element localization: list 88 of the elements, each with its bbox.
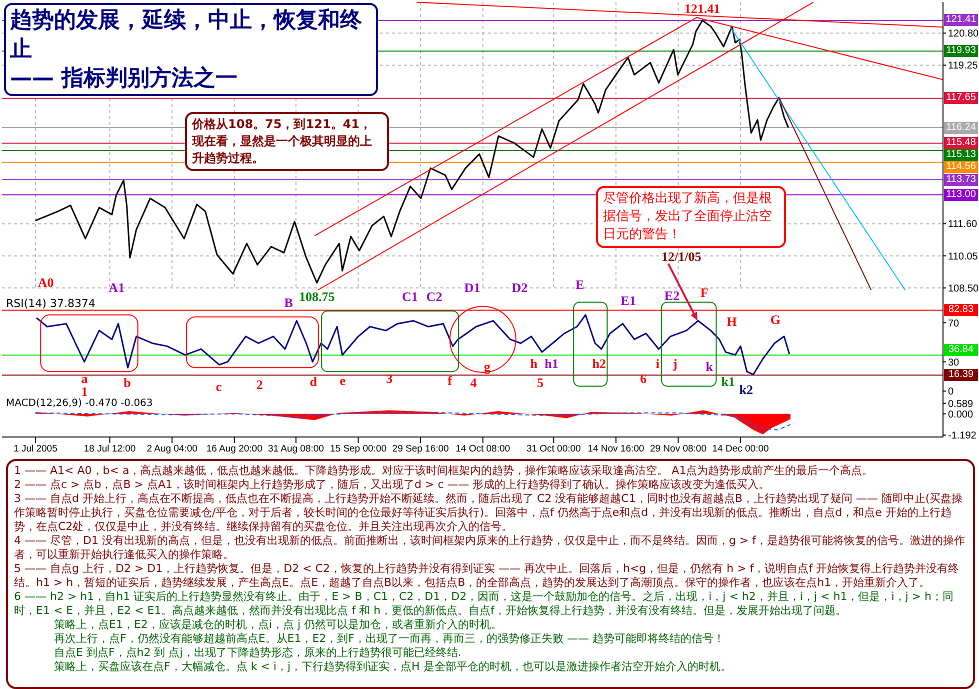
- annotation: d: [310, 374, 318, 390]
- ref-line-label: 116.24: [944, 122, 978, 134]
- annotation: k1: [721, 374, 735, 390]
- text: 趋势的发展，延续，中止，恢复和终止: [10, 7, 363, 64]
- annotation: 尽管价格出现了新高，但是根据信号，发出了全面停止沽空日元的警告！: [596, 186, 786, 248]
- annotation: 12/1/05: [661, 248, 702, 264]
- x-tick-label: 18 Jul 12:00: [84, 444, 136, 455]
- annotation: k2: [739, 382, 754, 398]
- y-tick-label: -1.192: [948, 430, 977, 442]
- annotation: 1: [81, 384, 88, 400]
- annotation: 4: [470, 375, 477, 390]
- text: 1 —— A1< A0，b< a，高点越来越低，低点也越来越低。下降趋势形成。对应于该时间框架内的趋势，操作策略应该采取逢高沽空。 A1点为趋势形成前产生的最后一个高点。: [14, 464, 874, 478]
- annotation: 价格从108。75，到121。41，现在看，显然是一个极其明显的上升趋势过程。: [185, 112, 389, 171]
- y-tick-label: 120.80: [948, 28, 979, 40]
- text: 策略上，买盘应该在点F，大幅减仓。点 k < i，j，下行趋势得到证实，点H 是全部平仓的时机，也可以是激进操作者沽空开始介入的时机。: [53, 660, 732, 674]
- ref-line-label: 113.00: [944, 188, 978, 201]
- y-tick-label: 0.000: [948, 409, 974, 420]
- text: 2 —— 点c > 点b，点B > 点A1，该时间框架内上行趋势形成了，随后，又出现了d > c —— 形成的上行趋势得到了确认。操作策略应该改变为逢低买入。: [14, 478, 771, 492]
- annotation: 121.41: [684, 1, 720, 16]
- annotation: E2: [664, 288, 680, 304]
- annotation: E1: [620, 293, 636, 308]
- text: 3 —— 自点d 开始上行，高点在不断提高，低点也在不断提高，上行趋势开始不断延续。然而，随后出现了 C2 没有能够超越C1，同时也没有超越点B，上行趋势出现了疑问 —— 随即中止(买盘操作策略暂时停止执行，买盘仓位需要减仓/平仓，对于后者，较长时间的仓位最好等待证实后执行)。回落中，点f 仍然高于点e和点d，并没有出现新的低点。推断出，自点d，和点e 开始的上行趋势，在点C2处，仅仅是中止，并没有终结。继续保持留有的买盘仓位。并且关注出现再次介入的信号。: [14, 492, 964, 534]
- annotation: 108.75: [298, 288, 335, 304]
- ref-line-label: 117.65: [944, 92, 978, 104]
- annotation: A0: [38, 274, 54, 290]
- ref-line-label: 16.39: [944, 369, 978, 382]
- annotation: C2: [426, 289, 442, 304]
- annotation: B: [284, 295, 293, 310]
- annotation: C1: [402, 289, 418, 304]
- x-tick-label: 29 Nov 08:00: [650, 444, 706, 455]
- annotation: RSI(14) 37.8374: [6, 296, 96, 312]
- annotation: 6: [640, 371, 647, 386]
- annotation: e: [340, 373, 346, 388]
- annotation: h: [530, 356, 538, 371]
- annotation: D1: [464, 280, 480, 295]
- ref-line-label: 119.93: [944, 45, 978, 58]
- ref-line-label: 36.84: [944, 344, 978, 356]
- x-tick-label: 14 Nov 16:00: [588, 444, 644, 455]
- y-tick-label: 30: [948, 357, 960, 368]
- x-tick-label: 31 Oct 00:00: [526, 444, 581, 455]
- y-tick-label: 119.25: [948, 60, 978, 72]
- ref-line-label: 121.41: [944, 14, 978, 26]
- annotation: i: [656, 356, 660, 371]
- annotation: 2: [256, 377, 263, 392]
- x-tick-label: 1 Jul 2005: [14, 444, 58, 455]
- annotation: F: [700, 285, 708, 300]
- text: —— 指标判别方法之一: [10, 64, 239, 93]
- annotation: 5: [536, 375, 544, 390]
- text: 6 —— h2 > h1，自h1 证实后的上行趋势显然没有终止。由于，E > B，C1，C2，D1，D2，因而，这是一个鼓励加仓的信号。之后，出现，i，j < h2，并且，i，j < h1，但是，i，j > h；同时，E1 < E，并且，E2 < E1。高点越来越低，然而并没有出现比点 f 和 h，更低的新低点。自点f，开始恢复得上行趋势，并没有没有终结。但是，发展开始出现了问题。: [14, 590, 954, 618]
- text: 再次上行，点F，仍然没有能够超越前高点E。从E1，E2，到F，出现了一而再，再而三，的强势修正失败 —— 趋势可能即将终结的信号！: [53, 632, 726, 646]
- annotation: 3: [386, 371, 393, 386]
- text: 5 —— 自点g 上行，D2 > D1，上行趋势恢复。但是，D2 < C2，恢复的上行趋势并没有得到证实 —— 再次中止。回落后，h<g，但是，仍然有 h > f，说明自点f 开始恢复得上行趋势并没有终结。h1 > h，暂短的证实后，趋势继续发展，产生高点E。点E，超越了自点B以来，包括点B，的全部高点，趋势的发展达到了高潮顶点。保守的操作者，也应该在点h1，开始重新介入了。: [14, 562, 960, 590]
- y-tick-label: 0: [948, 386, 954, 398]
- annotation: E: [575, 276, 584, 292]
- x-tick-label: 16 Aug 20:00: [206, 444, 262, 455]
- annotation: MACD(12,26,9) -0.470 -0.063: [6, 397, 154, 411]
- x-tick-label: 14 Dec 00:00: [712, 444, 769, 455]
- annotation: g: [484, 358, 490, 374]
- annotation: h1: [544, 356, 558, 371]
- x-tick-label: 15 Sep 00:00: [330, 444, 387, 455]
- annotation: k: [706, 358, 713, 374]
- ref-line-label: 82.83: [944, 304, 978, 316]
- text: 4 —— 尽管，D1 没有出现新的高点，但是，也没有出现新的低点。前面推断出，该时间框架内原来的上行趋势，仅仅是中止，而不是终结。因而，g > f，是趋势很可能将恢复的信号。激进的操作者，可以重新开始执行逢低买入的操作策略。: [14, 534, 966, 562]
- annotation: H: [726, 314, 737, 329]
- ref-line-label: 113.73: [944, 174, 978, 186]
- annotation: c: [216, 379, 222, 394]
- annotation: G: [770, 312, 780, 327]
- y-tick-label: 108.50: [948, 283, 979, 294]
- y-tick-label: 0.589: [948, 398, 974, 410]
- x-tick-label: 29 Sep 16:00: [392, 444, 449, 455]
- annotation: b: [124, 375, 131, 390]
- annotation: D2: [512, 280, 528, 295]
- ref-line-label: 114.56: [944, 161, 978, 174]
- y-tick-label: 111.60: [948, 219, 978, 230]
- annotation: A1: [108, 280, 125, 295]
- ref-line-label: 115.48: [944, 137, 978, 150]
- ref-line-label: 115.13: [944, 149, 978, 162]
- annotation: a: [81, 371, 88, 386]
- y-tick-label: 70: [948, 318, 960, 330]
- x-tick-label: 31 Aug 08:00: [268, 444, 324, 455]
- text: 自点E 到点F，点h2 到 点j，出现了下降趋势形态，原来的上行趋势很可能已经终结.: [53, 646, 462, 660]
- annotation: j: [672, 356, 678, 371]
- text: 策略上，点E1，E2，应该是减仓的时机，点i，点 j 仍然可以是加仓，或者重新介入的时机。: [53, 618, 504, 632]
- annotation: h2: [592, 356, 606, 371]
- x-tick-label: 14 Oct 08:00: [456, 444, 510, 455]
- y-tick-label: 110.05: [948, 251, 978, 262]
- annotation: f: [448, 373, 452, 388]
- x-tick-label: 2 Aug 04:00: [146, 444, 198, 455]
